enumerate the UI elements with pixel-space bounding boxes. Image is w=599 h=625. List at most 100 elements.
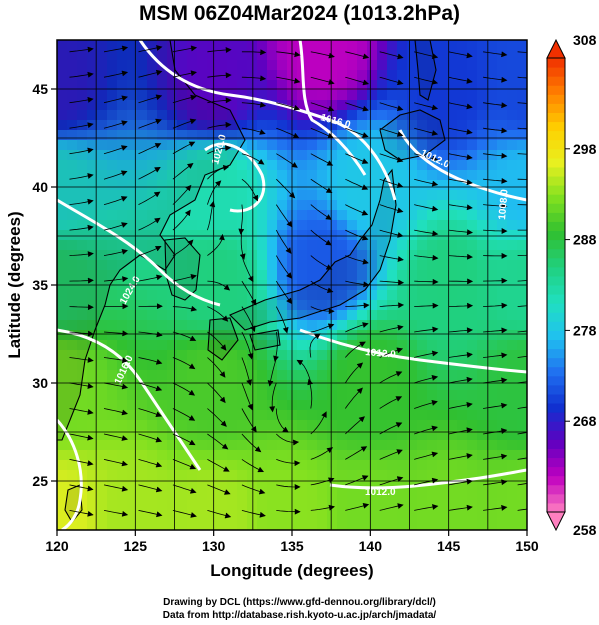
heatmap-cell xyxy=(77,450,88,461)
heatmap-cell xyxy=(397,140,408,151)
heatmap-cell xyxy=(327,390,338,401)
streamline-arrowhead xyxy=(536,227,541,232)
heatmap-cell xyxy=(447,450,458,461)
heatmap-cell xyxy=(187,50,198,61)
heatmap-cell xyxy=(357,480,368,491)
heatmap-cell xyxy=(457,370,468,381)
streamline-arrowhead xyxy=(536,454,541,459)
heatmap-cell xyxy=(147,310,158,321)
heatmap-cell xyxy=(317,440,328,451)
heatmap-cell xyxy=(347,430,358,441)
colorbar-segment xyxy=(547,221,565,232)
heatmap-cell xyxy=(207,350,218,361)
heatmap-cell xyxy=(447,130,458,141)
heatmap-cell xyxy=(377,370,388,381)
heatmap-cell xyxy=(147,150,158,161)
heatmap-cell xyxy=(437,90,448,101)
heatmap-cell xyxy=(197,60,208,71)
streamline-arrowhead xyxy=(431,79,439,85)
streamline-arrowhead xyxy=(220,420,227,427)
streamline-arrowhead xyxy=(326,187,333,194)
heatmap-cell xyxy=(487,150,498,161)
heatmap-cell xyxy=(157,430,168,441)
streamline-arrowhead xyxy=(156,303,163,310)
heatmap-cell xyxy=(437,80,448,91)
heatmap-cell xyxy=(357,460,368,471)
heatmap-cell xyxy=(67,110,78,121)
heatmap-cell xyxy=(137,270,148,281)
heatmap-cell xyxy=(457,420,468,431)
heatmap-cell xyxy=(107,320,118,331)
heatmap-cell xyxy=(267,330,278,341)
heatmap-cell xyxy=(397,390,408,401)
heatmap-cell xyxy=(447,320,458,331)
heatmap-cell xyxy=(447,270,458,281)
heatmap-cell xyxy=(377,140,388,151)
heatmap-cell xyxy=(327,340,338,351)
heatmap-cell xyxy=(487,440,498,451)
heatmap-cell xyxy=(117,50,128,61)
heatmap-cell xyxy=(467,150,478,161)
heatmap-cell xyxy=(517,400,527,411)
heatmap-cell xyxy=(457,240,468,251)
heatmap-cell xyxy=(227,300,238,311)
heatmap-cell xyxy=(147,240,158,251)
heatmap-cell xyxy=(507,210,518,221)
heatmap-cell xyxy=(187,390,198,401)
heatmap-cell xyxy=(187,370,198,381)
heatmap-cell xyxy=(317,310,328,321)
streamline-arrowhead xyxy=(155,486,163,493)
streamline-arrowhead xyxy=(155,436,163,443)
heatmap-cell xyxy=(497,490,508,501)
heatmap-cell xyxy=(117,130,128,141)
heatmap-cell xyxy=(117,190,128,201)
heatmap-cell xyxy=(277,120,288,131)
heatmap-cell xyxy=(457,90,468,101)
heatmap-cell xyxy=(197,200,208,211)
heatmap-cell xyxy=(87,410,98,421)
heatmap-cell xyxy=(337,230,348,241)
heatmap-cell xyxy=(407,340,418,351)
heatmap-cell xyxy=(297,510,308,521)
heatmap-cell xyxy=(247,190,258,201)
heatmap-cell xyxy=(497,500,508,511)
heatmap-cell xyxy=(207,110,218,121)
heatmap-cell xyxy=(257,400,268,411)
streamline-arrowhead xyxy=(121,196,128,202)
heatmap-cell xyxy=(447,110,458,121)
heatmap-cell xyxy=(147,490,158,501)
heatmap-cell xyxy=(167,100,178,111)
heatmap-cell xyxy=(177,150,188,161)
streamline-arrowhead xyxy=(431,53,439,59)
heatmap-cell xyxy=(77,440,88,451)
heatmap-cell xyxy=(57,90,68,101)
streamline-arrowhead xyxy=(189,464,197,470)
streamline-arrowhead xyxy=(356,387,363,394)
heatmap-cell xyxy=(227,390,238,401)
heatmap-cell xyxy=(77,190,88,201)
heatmap-cell xyxy=(487,460,498,471)
heatmap-cell xyxy=(97,200,108,211)
heatmap-cell xyxy=(147,170,158,181)
colorbar-segment xyxy=(547,312,565,322)
heatmap-cell xyxy=(357,110,368,121)
heatmap-cell xyxy=(147,380,158,391)
heatmap-cell xyxy=(147,60,158,71)
heatmap-cell xyxy=(367,190,378,201)
heatmap-cell xyxy=(417,50,428,61)
heatmap-cell xyxy=(447,100,458,111)
streamline-arrowhead xyxy=(260,49,267,56)
heatmap-cell xyxy=(417,80,428,91)
heatmap-cell xyxy=(337,370,348,381)
heatmap-cell xyxy=(257,210,268,221)
colorbar-segment xyxy=(547,85,565,95)
heatmap-cell xyxy=(147,500,158,511)
heatmap-cell xyxy=(137,160,148,171)
heatmap-cell xyxy=(487,320,498,331)
streamline xyxy=(517,229,527,231)
heatmap-cell xyxy=(237,40,248,51)
heatmap-cell xyxy=(167,130,178,141)
heatmap-cell xyxy=(337,60,348,71)
heatmap-cell xyxy=(137,180,148,191)
heatmap-cell xyxy=(147,340,158,351)
